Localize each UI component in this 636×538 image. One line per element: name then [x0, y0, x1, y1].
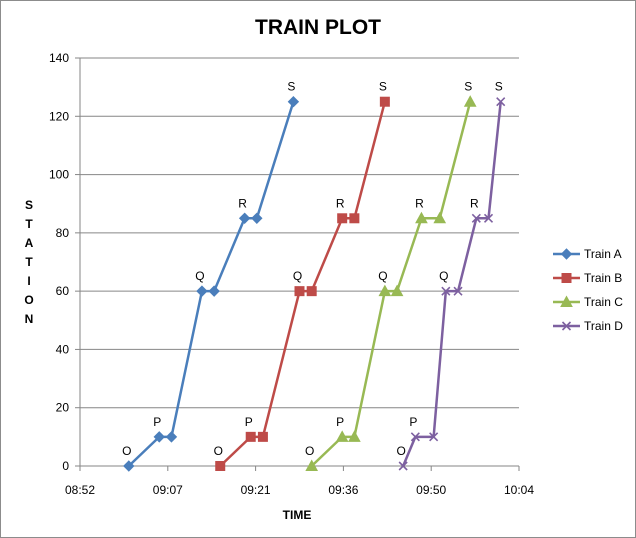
series-train-b: O P Q R S: [214, 80, 390, 471]
data-point: [483, 213, 494, 223]
legend-label: Train A: [584, 247, 622, 261]
data-label: R: [336, 196, 345, 210]
data-point: [257, 431, 268, 442]
data-point: [415, 211, 428, 224]
series-train-a: O P Q R S: [122, 80, 300, 472]
y-tick-label: 120: [49, 109, 69, 123]
data-point: [196, 285, 208, 297]
data-label: S: [495, 80, 503, 94]
data-point: [379, 96, 390, 107]
x-tick-label: 10:04: [504, 483, 534, 497]
data-point: [390, 284, 404, 297]
data-point: [348, 430, 361, 442]
data-label: S: [287, 80, 295, 94]
data-label: R: [470, 196, 479, 210]
x-axis-title: TIME: [283, 508, 312, 522]
data-point: [349, 213, 360, 224]
x-tick-label: 09:21: [241, 483, 271, 497]
chart-title: TRAIN PLOT: [255, 16, 381, 39]
data-point: [306, 286, 317, 297]
series-line: [310, 101, 472, 467]
data-point: [251, 212, 263, 224]
data-label: R: [238, 196, 247, 210]
data-label: O: [305, 444, 314, 458]
data-point: [496, 97, 506, 107]
legend-swatch-marker: [560, 295, 573, 307]
data-label: Q: [439, 269, 448, 283]
y-tick-label: 100: [49, 168, 69, 182]
legend-swatch-marker: [561, 273, 572, 283]
legend-item: Train D: [553, 319, 623, 333]
legend-item: Train A: [553, 247, 622, 261]
data-point: [153, 431, 165, 443]
data-label: P: [336, 415, 344, 429]
legend-label: Train D: [584, 319, 623, 333]
data-label: Q: [378, 269, 387, 283]
y-tick-label: 40: [56, 342, 70, 356]
data-point: [410, 432, 420, 442]
data-point: [441, 286, 451, 296]
data-point: [463, 95, 477, 107]
data-label: P: [153, 415, 161, 429]
legend-item: Train B: [553, 271, 622, 285]
data-point: [215, 461, 226, 471]
data-point: [433, 211, 447, 224]
series-train-d: O P Q R S: [396, 80, 506, 471]
y-tick-label: 0: [62, 459, 69, 473]
x-tick-label: 09:50: [416, 483, 446, 497]
gridlines: [80, 57, 519, 409]
data-point: [123, 460, 135, 472]
data-label: R: [415, 196, 424, 210]
data-point: [471, 213, 481, 223]
data-label: O: [214, 444, 223, 458]
series-train-c: O P Q R S: [305, 80, 477, 471]
data-point: [165, 431, 178, 443]
data-point: [245, 431, 256, 442]
data-label: P: [245, 415, 253, 429]
legend-swatch-marker: [560, 248, 573, 260]
data-label: S: [379, 80, 387, 94]
x-tick-label: 09:07: [153, 483, 183, 497]
legend: Train A Train B Train C Train D: [553, 247, 623, 333]
data-point: [378, 284, 392, 297]
data-point: [208, 285, 220, 297]
x-tick-label: 09:36: [328, 483, 358, 497]
data-point: [429, 432, 439, 442]
y-tick-label: 20: [56, 401, 70, 415]
y-tick-label: 60: [56, 284, 70, 298]
data-label: P: [409, 415, 417, 429]
data-point: [238, 212, 251, 224]
y-tick-label: 80: [56, 226, 70, 240]
series-line: [401, 101, 502, 467]
data-point: [294, 286, 305, 297]
data-point: [335, 430, 349, 442]
data-point: [337, 213, 348, 224]
x-tick-label: 08:52: [65, 483, 95, 497]
legend-item: Train C: [553, 295, 623, 309]
data-point: [453, 286, 463, 296]
data-point: [398, 461, 408, 471]
data-label: S: [464, 80, 472, 94]
axes: 0 20 40 60 80 100 120 140 08:52 09:07 09:21 09:36 09…: [49, 51, 534, 497]
data-label: Q: [195, 269, 204, 283]
data-point: [305, 459, 319, 471]
data-label: O: [396, 444, 405, 458]
data-label: O: [122, 444, 131, 458]
y-tick-label: 140: [49, 51, 69, 65]
data-point: [287, 96, 300, 108]
data-label: Q: [293, 269, 302, 283]
series-layer: O P Q R S O P Q R S O P Q R S O P Q R S: [122, 80, 506, 472]
legend-swatch-marker: [561, 321, 572, 331]
legend-label: Train C: [584, 295, 623, 309]
legend-label: Train B: [584, 271, 622, 285]
